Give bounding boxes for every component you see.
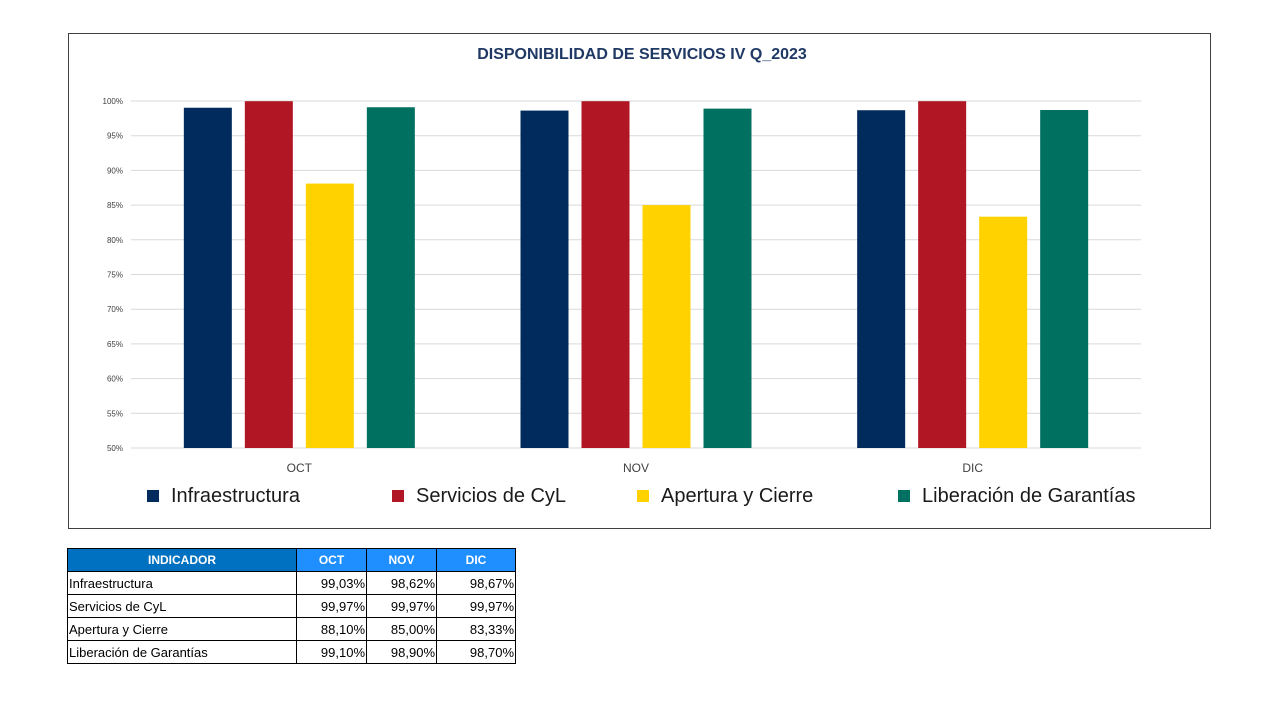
y-tick-label: 90% [107,166,123,175]
row-label: Infraestructura [67,571,297,595]
chart-container: DISPONIBILIDAD DE SERVICIOS IV Q_2023 50… [68,33,1211,529]
y-tick-label: 80% [107,236,123,245]
table-row: Infraestructura 99,03% 98,62% 98,67% [67,571,516,595]
bar [366,107,415,448]
legend-item-liberacion-garantias: Liberación de Garantías [898,482,1135,510]
legend-label: Servicios de CyL [416,484,567,507]
cell-value: 99,97% [436,594,516,618]
bar [857,110,906,449]
cell-value: 98,70% [436,640,516,664]
bars [183,101,1089,449]
y-tick-label: 70% [107,305,123,314]
cell-value: 98,90% [366,640,437,664]
bar [305,183,354,448]
bar [1040,110,1089,448]
x-tick-label: DIC [962,461,983,475]
bar-chart: DISPONIBILIDAD DE SERVICIOS IV Q_2023 50… [103,46,1141,475]
bar [520,110,569,448]
y-tick-label: 65% [107,340,123,349]
cell-value: 99,97% [296,594,367,618]
bar [642,205,691,448]
row-label: Apertura y Cierre [67,617,297,641]
table-row: Liberación de Garantías 99,10% 98,90% 98… [67,640,516,664]
bar [918,101,967,449]
legend-swatch [898,490,910,502]
indicator-table: INDICADOR OCT NOV DIC Infraestructura 99… [67,548,516,664]
x-axis-tick-labels: OCT NOV DIC [287,461,984,475]
cell-value: 99,03% [296,571,367,595]
bar [183,107,232,448]
row-label: Servicios de CyL [67,594,297,618]
legend-item-apertura-cierre: Apertura y Cierre [637,482,813,510]
bar [581,101,630,449]
table-header-row: INDICADOR OCT NOV DIC [67,548,516,572]
header-indicador: INDICADOR [67,548,297,572]
y-tick-label: 100% [103,97,123,106]
row-label: Liberación de Garantías [67,640,297,664]
cell-value: 85,00% [366,617,437,641]
x-tick-label: OCT [287,461,313,475]
header-dic: DIC [436,548,516,572]
cell-value: 98,62% [366,571,437,595]
legend-swatch [392,490,404,502]
cell-value: 88,10% [296,617,367,641]
legend-item-servicios-cyl: Servicios de CyL [392,482,566,510]
legend: Infraestructura Servicios de CyL Apertur… [69,482,1212,510]
y-tick-label: 95% [107,132,123,141]
bar [703,108,752,448]
y-tick-label: 55% [107,409,123,418]
grid-lines [131,100,1141,449]
table-row: Apertura y Cierre 88,10% 85,00% 83,33% [67,617,516,641]
cell-value: 83,33% [436,617,516,641]
legend-label: Apertura y Cierre [661,484,814,507]
y-tick-label: 85% [107,201,123,210]
chart-title: DISPONIBILIDAD DE SERVICIOS IV Q_2023 [477,46,807,63]
x-tick-label: NOV [623,461,649,475]
cell-value: 98,67% [436,571,516,595]
cell-value: 99,97% [366,594,437,618]
legend-item-infraestructura: Infraestructura [147,482,300,510]
header-oct: OCT [296,548,367,572]
cell-value: 99,10% [296,640,367,664]
header-nov: NOV [366,548,437,572]
y-tick-label: 75% [107,271,123,280]
y-tick-label: 60% [107,375,123,384]
legend-label: Infraestructura [171,484,300,507]
table-row: Servicios de CyL 99,97% 99,97% 99,97% [67,594,516,618]
bar [244,101,293,449]
legend-label: Liberación de Garantías [922,484,1136,507]
y-tick-label: 50% [107,444,123,453]
y-axis-tick-labels: 50% 55% 60% 65% 70% 75% 80% 85% 90% 95% 100% [103,97,123,453]
legend-swatch [637,490,649,502]
bar [979,216,1028,448]
legend-swatch [147,490,159,502]
